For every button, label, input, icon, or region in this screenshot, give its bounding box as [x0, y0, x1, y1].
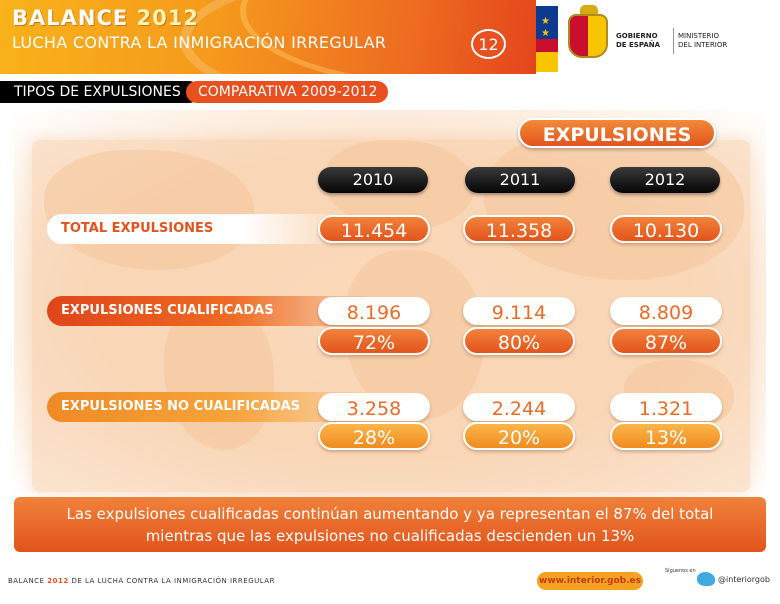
percent-cualificadas-2010: 72% [318, 327, 430, 355]
footer-year: 2012 [47, 577, 69, 585]
summary-box: Las expulsiones cualificadas continúan a… [14, 497, 766, 552]
section-bar: TIPOS DE EXPULSIONES COMPARATIVA 2009-20… [0, 81, 400, 103]
twitter-handle[interactable]: @interiorgob [718, 575, 770, 584]
value-total-2010: 11.454 [318, 215, 430, 243]
year-header-2012: 2012 [610, 167, 720, 193]
summary-line2: mientras que las expulsiones no cualific… [145, 527, 635, 545]
section-subtitle: COMPARATIVA 2009-2012 [186, 81, 388, 103]
header-banner: BALANCE 2012 LUCHA CONTRA LA INMIGRACIÓN… [0, 0, 536, 74]
value-no-cualificadas-2011: 2.244 [463, 393, 575, 421]
brand-title: BALANCE 2012 [12, 6, 199, 30]
ministerio-label: MINISTERIO DEL INTERIOR [678, 32, 774, 50]
ministerio-line1: MINISTERIO [678, 32, 719, 40]
website-link[interactable]: www.interior.gob.es [537, 572, 643, 590]
percent-no-cualificadas-2011: 20% [463, 422, 575, 450]
footer-text: BALANCE 2012 DE LA LUCHA CONTRA LA INMIG… [8, 577, 275, 585]
header: BALANCE 2012 LUCHA CONTRA LA INMIGRACIÓN… [0, 0, 780, 80]
gobierno-label: GOBIERNO DE ESPAÑA [616, 32, 672, 50]
footer-suffix: DE LA LUCHA CONTRA LA INMIGRACIÓN IRREGU… [71, 577, 275, 585]
summary-line1: Las expulsiones cualificadas continúan a… [66, 505, 714, 523]
logo-separator [673, 28, 674, 54]
percent-cualificadas-2011: 80% [463, 327, 575, 355]
ministerio-line2: DEL INTERIOR [678, 41, 728, 49]
value-total-2011: 11.358 [463, 215, 575, 243]
footer-prefix: BALANCE [8, 577, 45, 585]
section-title: TIPOS DE EXPULSIONES [0, 81, 200, 103]
year-header-2011: 2011 [465, 167, 575, 193]
value-cualificadas-2011: 9.114 [463, 297, 575, 325]
value-cualificadas-2012: 8.809 [610, 297, 722, 325]
twitter-icon[interactable] [697, 572, 715, 586]
eu-flag-icon: ★ ★ [536, 6, 558, 72]
percent-cualificadas-2012: 87% [610, 327, 722, 355]
government-logo-area: ★ ★ GOBIERNO DE ESPAÑA MINISTERIO DEL IN… [536, 0, 780, 74]
value-no-cualificadas-2010: 3.258 [318, 393, 430, 421]
table-heading: EXPULSIONES [518, 118, 716, 148]
coat-of-arms-icon [568, 14, 608, 58]
percent-no-cualificadas-2012: 13% [610, 422, 722, 450]
value-no-cualificadas-2012: 1.321 [610, 393, 722, 421]
follow-label: Síguenos en [665, 568, 696, 574]
brand-title-text: BALANCE [12, 6, 129, 30]
gobierno-line1: GOBIERNO [616, 32, 658, 40]
brand-subtitle: LUCHA CONTRA LA INMIGRACIÓN IRREGULAR [12, 33, 387, 52]
value-total-2012: 10.130 [610, 215, 722, 243]
page-number-badge: 12 [471, 29, 506, 59]
continent-shape [44, 150, 254, 270]
year-header-2010: 2010 [318, 167, 428, 193]
percent-no-cualificadas-2010: 28% [318, 422, 430, 450]
coat-of-arms-crown [580, 5, 598, 15]
gobierno-line2: DE ESPAÑA [616, 41, 661, 49]
continent-shape [484, 130, 744, 280]
value-cualificadas-2010: 8.196 [318, 297, 430, 325]
row-label-total: TOTAL EXPULSIONES [47, 214, 347, 244]
brand-year: 2012 [136, 6, 199, 30]
